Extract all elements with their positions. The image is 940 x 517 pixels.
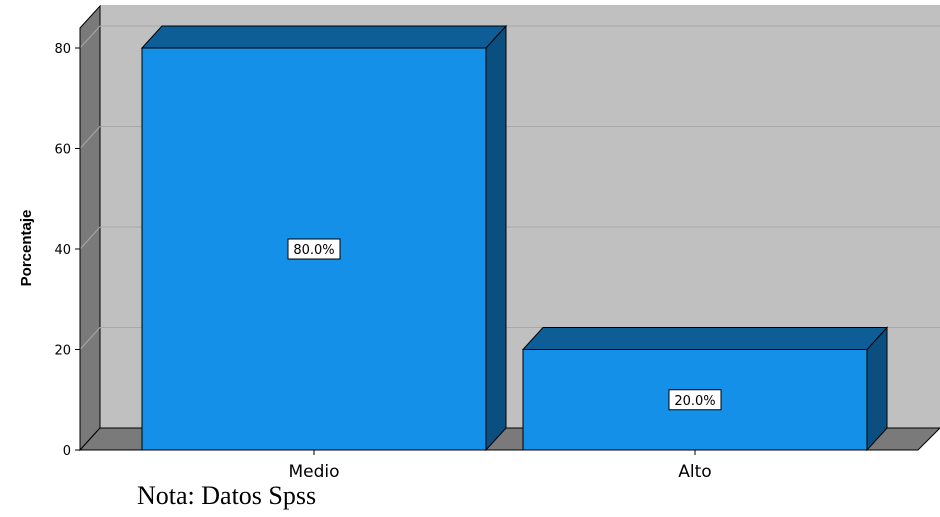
grid-line-side xyxy=(79,25,101,49)
grid-line-side xyxy=(79,226,101,250)
grid-line-side xyxy=(79,126,101,149)
data-label: 20.0% xyxy=(674,394,715,409)
data-label-box xyxy=(668,389,722,411)
y-axis-label: Porcentaje xyxy=(18,210,35,287)
x-tick-label: Alto xyxy=(678,462,711,482)
y-tick-label: 0 xyxy=(63,444,71,459)
y-tick-label: 80 xyxy=(54,42,71,57)
bar-top xyxy=(521,327,889,350)
y-tick-label: 60 xyxy=(54,143,71,158)
y-tick-label: 40 xyxy=(54,243,71,258)
bar-medio: 80.0% xyxy=(140,24,508,452)
data-label: 80.0% xyxy=(293,243,334,258)
x-axis: Medio Alto xyxy=(288,450,712,482)
bar-alto: 20.0% xyxy=(521,326,889,452)
grid-line-side xyxy=(79,327,101,350)
bar-top xyxy=(140,25,508,49)
chart-note: Nota: Datos Spss xyxy=(137,481,317,510)
bar-side xyxy=(485,24,507,452)
side-wall xyxy=(79,4,101,452)
x-tick-label: Medio xyxy=(288,462,339,482)
y-tick-label: 20 xyxy=(54,344,71,359)
bars: 80.0% 20.0% xyxy=(140,24,889,452)
y-axis: 0 20 40 60 80 xyxy=(54,28,918,459)
data-label-box xyxy=(287,238,341,260)
